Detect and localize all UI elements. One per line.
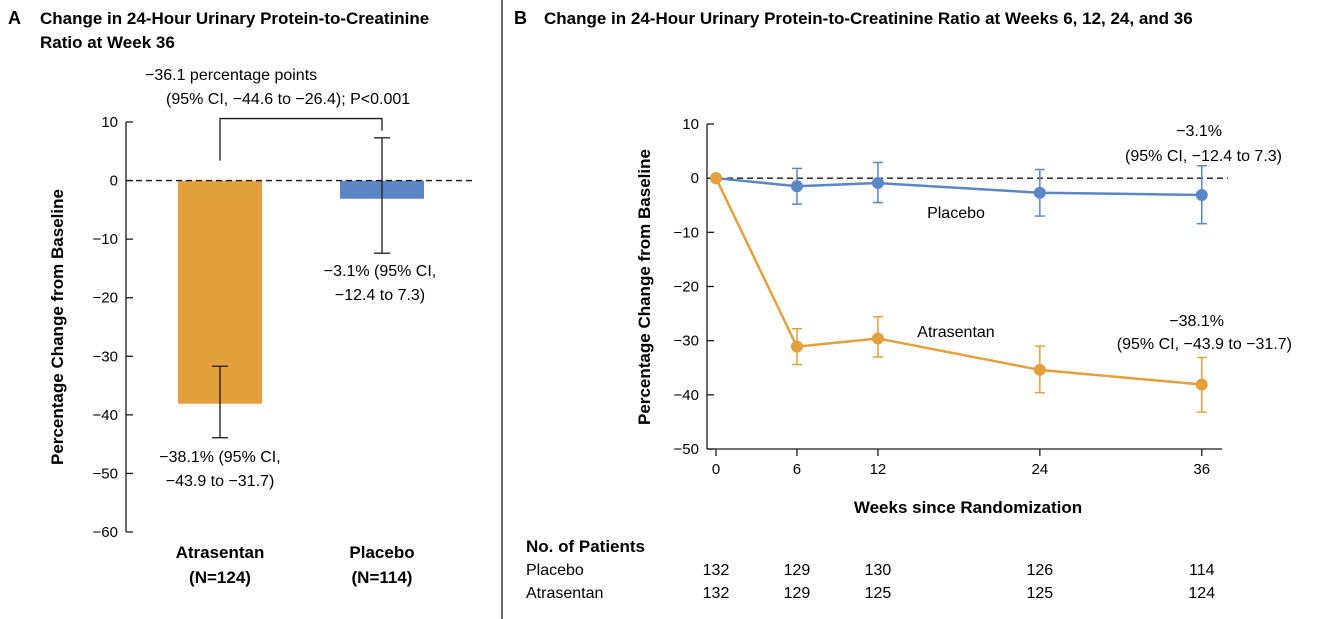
panel-b-data-point xyxy=(1033,186,1046,199)
panel-b-data-point xyxy=(790,180,803,193)
panel-a-bar-label: −38.1% (95% CI, xyxy=(159,449,280,466)
patients-count: 129 xyxy=(784,562,811,579)
panel-b-y-tick-label: −30 xyxy=(674,333,699,350)
panel-b-series-label: Placebo xyxy=(927,205,985,222)
patients-row-label: Placebo xyxy=(526,562,584,579)
panel-a-plot: 10 0 −10 −20 −30 −40 −50 −60 −38.1% (95% CI, −43.… xyxy=(93,114,476,587)
patients-count: 126 xyxy=(1026,562,1053,579)
panel-b-data-point xyxy=(1195,378,1208,391)
panel-b-end-label: (95% CI, −12.4 to 7.3) xyxy=(1125,148,1282,165)
panel-a-comparison-bracket xyxy=(219,117,383,161)
panel-b-y-tick-label: −40 xyxy=(674,387,699,404)
panel-b-series-line xyxy=(715,176,1202,197)
panel-a-y-axis-label: Percentage Change from Baseline xyxy=(48,189,67,465)
panel-b-data-point xyxy=(1195,188,1208,201)
panel-a-y-tick-label: 10 xyxy=(101,114,118,131)
patients-row-label: Atrasentan xyxy=(526,585,603,602)
panel-b-y-axis-label: Percentage Change from Baseline xyxy=(635,149,654,425)
panel-a-bar-label: −43.9 to −31.7) xyxy=(166,473,275,490)
panel-b-x-tick-label: 6 xyxy=(793,461,801,478)
patients-count: 125 xyxy=(865,585,892,602)
panel-b-plot: 10 0 −10 −20 −30 −40 −50 0 6 12 24 36 Placebo Atrasen… xyxy=(674,116,1292,478)
panel-a-category-n: (N=114) xyxy=(352,568,413,587)
panel-a-y-tick-label: −60 xyxy=(93,524,118,541)
patients-count: 132 xyxy=(703,585,730,602)
panel-a-letter: A xyxy=(8,8,21,28)
panel-b-x-tick-label: 12 xyxy=(870,461,887,478)
panel-b-data-point xyxy=(871,177,884,190)
panel-b-data-point xyxy=(1033,363,1046,376)
panel-a-y-tick-label: −20 xyxy=(93,290,118,307)
panel-b-letter: B xyxy=(514,8,527,28)
panel-b-title: Change in 24-Hour Urinary Protein-to-Cre… xyxy=(544,9,1193,28)
panel-b-x-tick-label: 24 xyxy=(1031,461,1048,478)
panel-a-y-tick-label: −30 xyxy=(93,348,118,365)
patients-count: 132 xyxy=(703,562,730,579)
panel-b-series-label: Atrasentan xyxy=(917,324,994,341)
panel-b-data-point xyxy=(790,340,803,353)
panel-b-y-tick-label: −10 xyxy=(674,224,699,241)
panel-b-x-tick-label: 0 xyxy=(712,461,720,478)
panel-b-y-tick-label: 0 xyxy=(691,170,699,187)
patients-table: Placebo 132 129 130 126 114 Atrasentan 132 129 12… xyxy=(526,562,1215,602)
panel-a-category-label: Placebo xyxy=(349,543,414,562)
panel-a-category-n: (N=124) xyxy=(189,568,251,587)
panel-a-title-line2: Ratio at Week 36 xyxy=(40,33,175,52)
patients-table-title: No. of Patients xyxy=(526,537,645,556)
panel-a-y-tick-label: 0 xyxy=(110,173,118,190)
panel-b-end-label: (95% CI, −43.9 to −31.7) xyxy=(1117,336,1292,353)
panel-b-data-point xyxy=(710,172,722,185)
panel-a-title-line1: Change in 24-Hour Urinary Protein-to-Cre… xyxy=(40,9,429,28)
patients-count: 124 xyxy=(1188,585,1215,602)
patients-count: 129 xyxy=(784,585,811,602)
panel-a-y-tick-label: −10 xyxy=(93,231,118,248)
panel-b-x-axis-label: Weeks since Randomization xyxy=(854,498,1082,517)
panel-a-bar-label: −12.4 to 7.3) xyxy=(335,287,425,304)
panel-b-end-label: −38.1% xyxy=(1169,313,1224,330)
panel-b-y-tick-label: −20 xyxy=(674,279,699,296)
panel-a-comparison-line2: (95% CI, −44.6 to −26.4); P<0.001 xyxy=(166,91,410,108)
panel-a-category-label: Atrasentan xyxy=(176,543,265,562)
patients-count: 125 xyxy=(1026,585,1053,602)
panel-a-y-tick-label: −40 xyxy=(93,407,118,424)
panel-a-y-tick-label: −50 xyxy=(93,465,118,482)
patients-count: 130 xyxy=(865,562,892,579)
panel-b-x-tick-label: 36 xyxy=(1193,461,1210,478)
panel-b-y-tick-label: −50 xyxy=(674,441,699,458)
panel-a-comparison-line1: −36.1 percentage points xyxy=(145,67,317,84)
panel-b-data-point xyxy=(871,332,884,345)
patients-count: 114 xyxy=(1189,562,1215,579)
panel-b-end-label: −3.1% xyxy=(1176,123,1222,140)
panel-b-y-tick-label: 10 xyxy=(682,116,699,133)
panel-a-bar-label: −3.1% (95% CI, xyxy=(324,263,437,280)
